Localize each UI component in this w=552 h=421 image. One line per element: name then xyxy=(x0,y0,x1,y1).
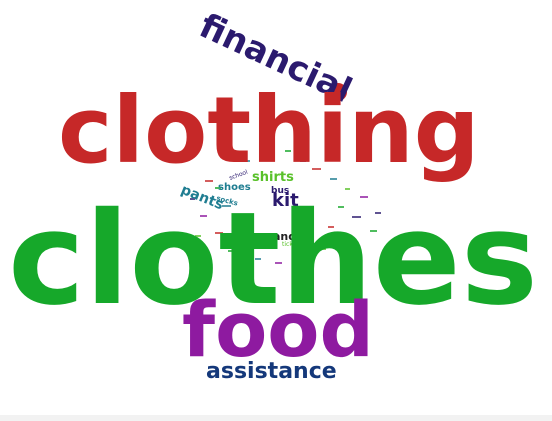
word-shoes: shoes xyxy=(218,182,251,193)
word-kit: kit xyxy=(272,190,299,211)
tiny-word xyxy=(236,222,242,224)
decorative-dot-icon xyxy=(329,83,347,101)
tiny-word xyxy=(190,198,195,200)
tiny-word xyxy=(330,178,337,180)
tiny-word xyxy=(300,160,306,162)
tiny-word xyxy=(352,216,361,218)
word-tickets: tickets xyxy=(282,241,302,248)
tiny-word xyxy=(215,187,221,189)
tiny-word xyxy=(360,196,368,198)
word-shirts: shirts xyxy=(252,170,294,185)
tiny-word xyxy=(195,235,201,237)
tiny-word xyxy=(312,168,321,170)
word-food: food xyxy=(182,285,374,374)
word-and: and xyxy=(273,230,296,243)
tiny-word xyxy=(285,150,291,152)
tiny-word xyxy=(275,262,282,264)
tiny-word xyxy=(255,258,261,260)
tiny-word xyxy=(338,206,344,208)
tiny-word xyxy=(345,188,350,190)
tiny-word xyxy=(375,212,381,214)
tiny-word xyxy=(222,205,231,207)
tiny-word xyxy=(328,226,334,228)
tiny-word xyxy=(300,255,305,257)
tiny-word xyxy=(370,230,377,232)
tiny-word-cluster xyxy=(190,146,381,264)
tiny-word xyxy=(344,238,351,240)
tiny-word xyxy=(265,146,273,148)
tiny-word xyxy=(240,240,245,242)
tiny-word xyxy=(205,180,213,182)
word-assistance: assistance xyxy=(206,359,337,384)
tiny-word xyxy=(318,248,326,250)
tiny-word xyxy=(200,215,207,217)
bottom-strip xyxy=(0,415,552,421)
tiny-word xyxy=(228,250,235,252)
word-clothing: clothing xyxy=(58,77,480,184)
word-bus: bus xyxy=(271,186,289,196)
word-clothes: clothes xyxy=(8,185,538,334)
tiny-word xyxy=(245,160,250,162)
tiny-word xyxy=(215,232,223,234)
